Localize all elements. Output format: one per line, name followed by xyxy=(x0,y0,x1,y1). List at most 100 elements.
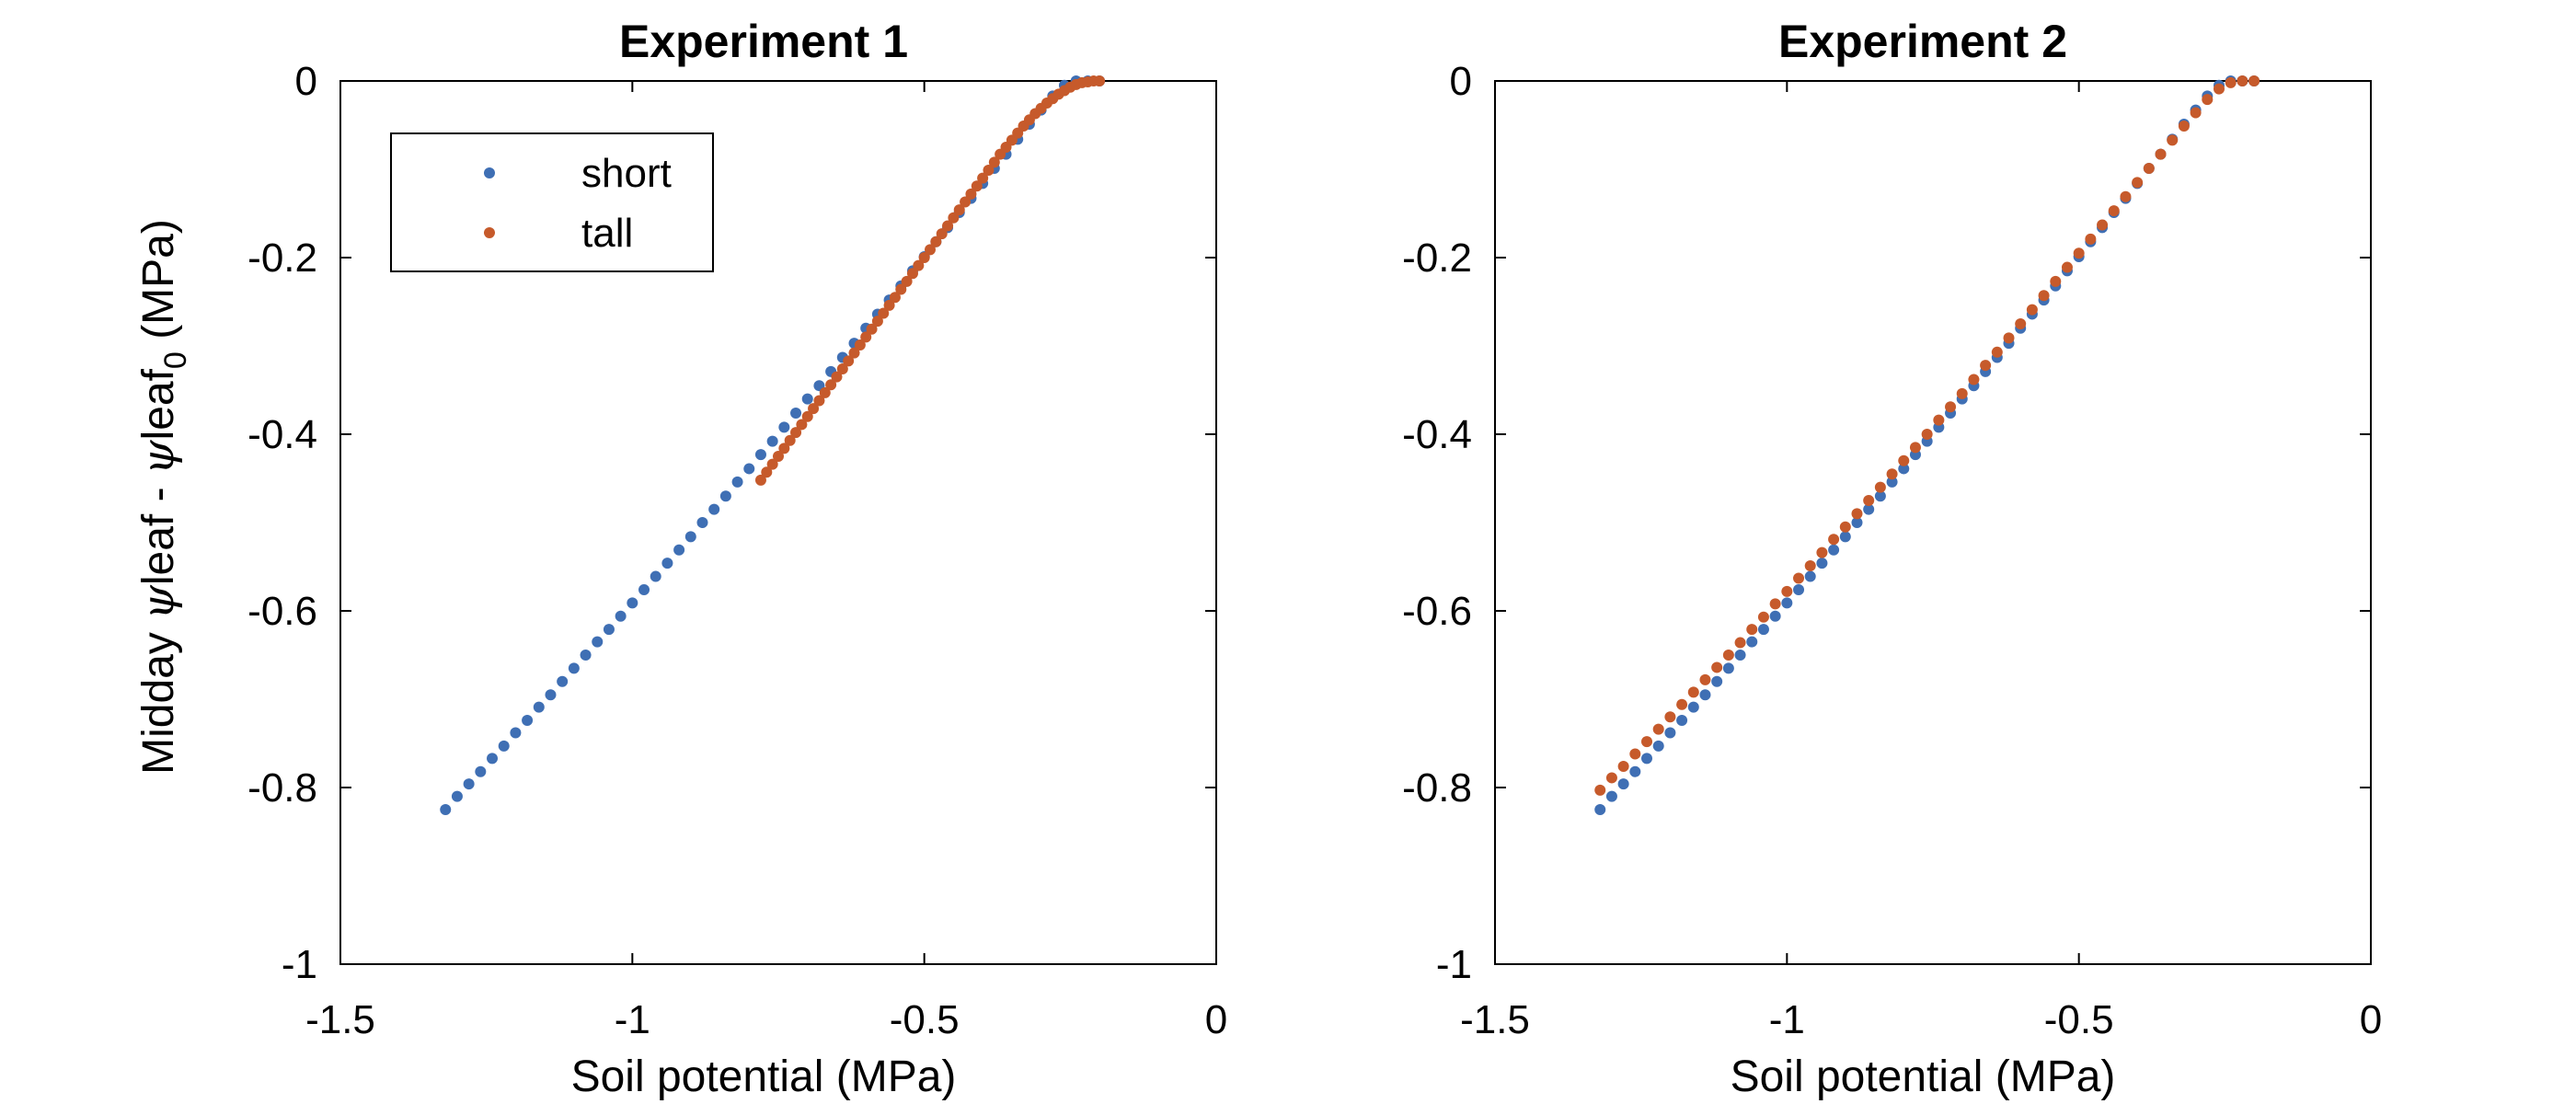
data-point-short xyxy=(487,753,499,765)
data-point-short xyxy=(1664,727,1676,739)
data-point-tall xyxy=(2073,247,2085,259)
data-point-tall xyxy=(1956,387,1968,399)
data-point-short xyxy=(475,765,487,777)
data-point-tall xyxy=(1851,508,1863,520)
data-point-short xyxy=(719,490,731,502)
data-point-tall xyxy=(2108,205,2120,217)
data-point-short xyxy=(638,583,650,595)
data-point-tall xyxy=(1909,442,1921,454)
data-point-tall xyxy=(983,164,995,176)
data-point-tall xyxy=(1874,481,1886,493)
data-point-tall xyxy=(918,252,930,263)
data-point-tall xyxy=(1676,698,1688,710)
data-point-tall xyxy=(831,371,843,383)
data-point-short xyxy=(1641,753,1653,765)
data-point-tall xyxy=(860,331,872,343)
y-tick-label: -1 xyxy=(282,942,317,987)
data-point-tall xyxy=(2003,332,2015,344)
data-point-short xyxy=(1781,597,1793,609)
axes-box xyxy=(339,80,1217,965)
data-point-short xyxy=(1828,544,1840,556)
plot-area: -1.5 -1 -0.5 0 -1 -0.8 -0.6 -0.4 -0.2 0 xyxy=(247,59,1227,1042)
data-point-tall xyxy=(1991,346,2003,358)
data-point-short xyxy=(790,407,802,419)
data-point-tall xyxy=(1711,661,1723,673)
data-point-tall xyxy=(843,355,855,367)
data-point-short xyxy=(463,778,475,790)
data-point-tall xyxy=(854,339,866,351)
data-point-short xyxy=(1839,531,1851,543)
data-point-short xyxy=(696,517,708,528)
data-point-short xyxy=(1734,650,1746,661)
data-point-short xyxy=(580,650,592,661)
data-point-tall xyxy=(971,180,983,192)
data-point-tall xyxy=(1898,454,1910,466)
data-point-short xyxy=(1769,610,1781,622)
chart-panel-experiment-2: Experiment 2 -1.5 -1 -0.5 0 -1 -0.8 -0.6 -0.4 -0… xyxy=(1402,16,2382,1101)
y-axis-label-prefix: Midday xyxy=(134,620,183,775)
data-point-tall xyxy=(836,362,848,374)
data-point-short xyxy=(650,570,661,582)
data-point-short xyxy=(1652,740,1664,752)
data-point-short xyxy=(731,476,743,488)
data-point-short xyxy=(708,503,720,515)
data-point-short xyxy=(1594,804,1606,815)
data-point-tall xyxy=(988,156,1000,168)
data-point-short xyxy=(1757,624,1769,636)
data-point-tall xyxy=(2015,318,2027,329)
data-point-tall xyxy=(1687,686,1699,698)
data-point-short xyxy=(661,558,673,569)
legend-marker-short xyxy=(484,167,495,178)
data-point-tall xyxy=(813,395,825,407)
data-point-tall xyxy=(977,172,989,184)
data-point-short xyxy=(510,727,522,739)
data-point-short xyxy=(684,531,696,543)
data-point-tall xyxy=(965,188,977,200)
data-point-tall xyxy=(819,386,831,398)
y-axis-label-mid: leaf - xyxy=(134,475,183,585)
data-point-tall xyxy=(784,434,796,446)
y-tick-label: 0 xyxy=(295,59,317,104)
data-point-short xyxy=(1863,503,1875,515)
chart-panel-experiment-1: Experiment 1 -1.5 -1 -0.5 0 -1 -0.8 -0.6 -0.4 -0… xyxy=(132,16,1227,1101)
data-point-short xyxy=(1793,583,1805,595)
legend-box xyxy=(390,132,714,272)
data-point-tall xyxy=(901,275,913,287)
y-tick-label: -0.6 xyxy=(1402,589,1472,634)
data-point-tall xyxy=(1816,546,1828,558)
data-point-tall xyxy=(754,474,766,486)
y-axis-label-suffix: (MPa) xyxy=(134,219,183,351)
data-point-tall xyxy=(1664,711,1676,723)
data-point-short xyxy=(778,421,790,433)
data-point-short xyxy=(615,610,627,622)
data-point-short xyxy=(1699,689,1711,701)
data-point-tall xyxy=(948,212,960,224)
y-tick-label: -0.8 xyxy=(247,765,317,811)
data-point-tall xyxy=(1839,521,1851,533)
data-point-short xyxy=(754,449,766,461)
data-point-tall xyxy=(766,458,778,470)
data-point-tall xyxy=(1886,468,1898,480)
data-point-tall xyxy=(1828,534,1840,546)
x-tick-label: -1.5 xyxy=(1460,997,1530,1042)
y-tick-label: -0.4 xyxy=(247,412,317,457)
data-point-tall xyxy=(1945,401,1957,413)
data-point-tall xyxy=(778,443,790,454)
x-tick-label: -0.5 xyxy=(2044,997,2114,1042)
data-point-tall xyxy=(1094,75,1106,86)
x-tick-label: -1 xyxy=(615,997,650,1042)
data-point-tall xyxy=(1699,673,1711,685)
data-point-short xyxy=(498,740,510,752)
data-point-short xyxy=(1617,778,1629,790)
data-point-tall xyxy=(2225,76,2237,88)
data-point-tall xyxy=(1804,560,1816,572)
data-point-short xyxy=(440,804,452,815)
data-point-tall xyxy=(930,236,942,247)
x-tick-label: -1 xyxy=(1769,997,1805,1042)
data-point-tall xyxy=(2038,290,2050,302)
data-point-tall xyxy=(2178,120,2190,132)
data-point-tall xyxy=(790,427,802,439)
chart-title: Experiment 2 xyxy=(1778,16,2067,67)
y-tick-label: -0.2 xyxy=(247,236,317,281)
